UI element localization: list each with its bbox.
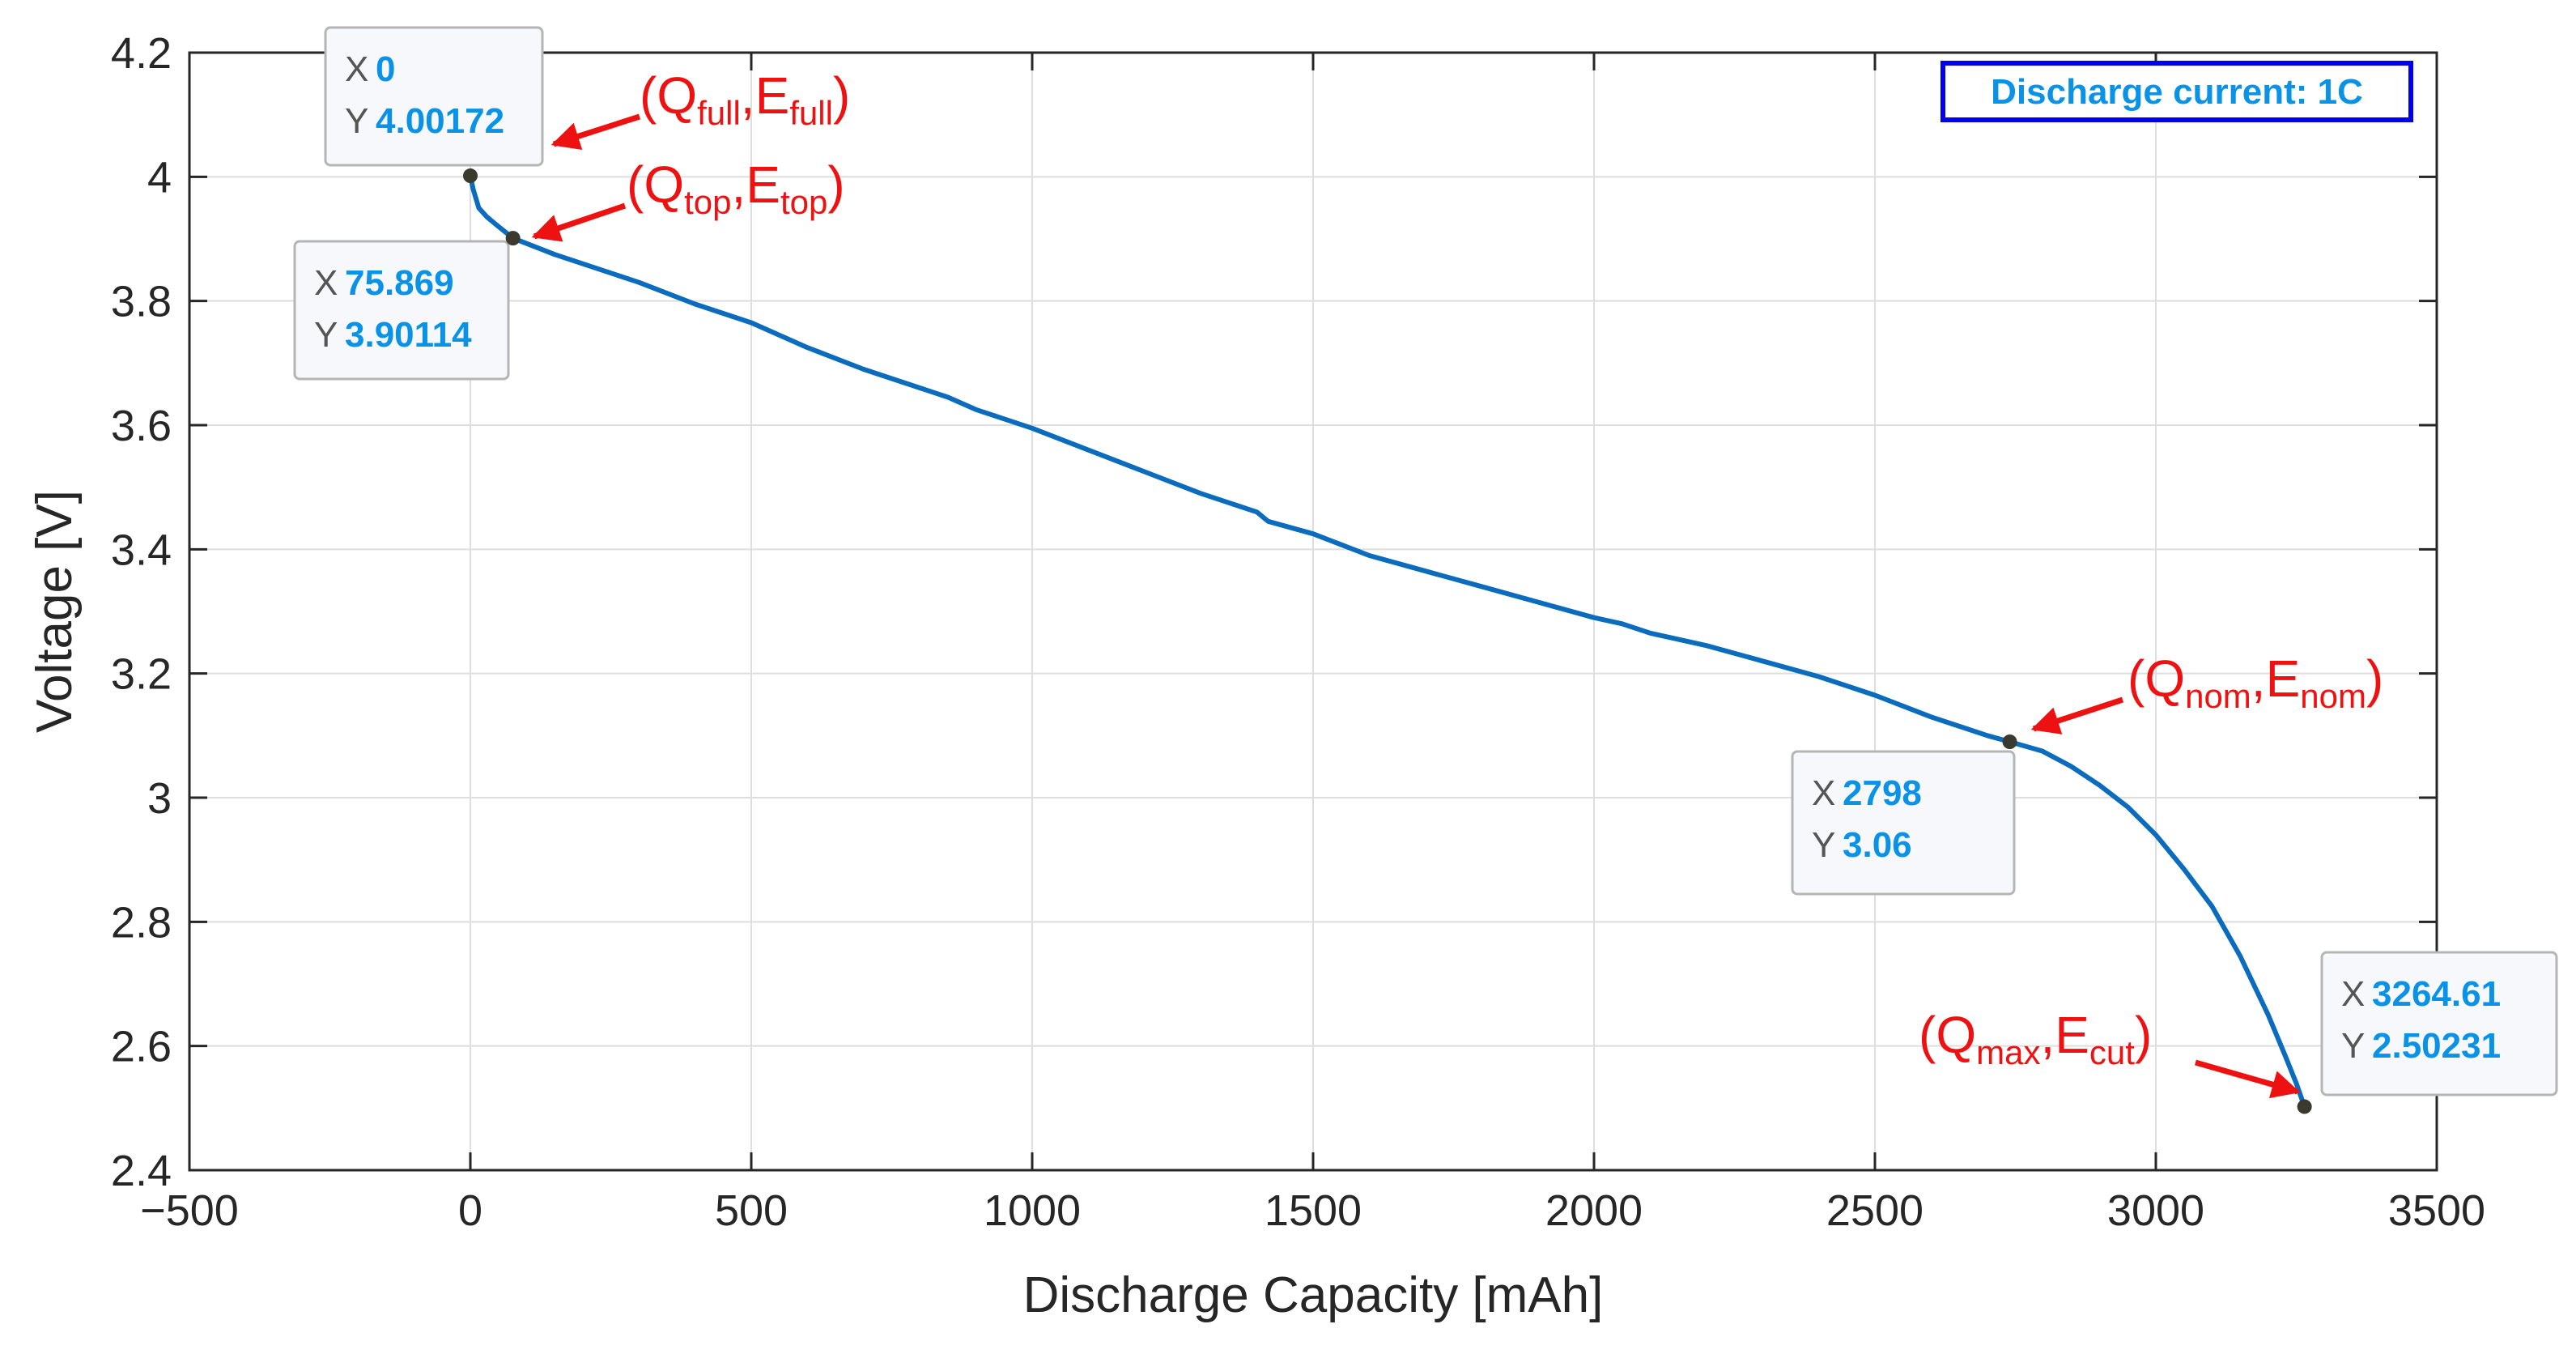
annotation-label: (Qtop,Etop) <box>627 155 845 221</box>
annotation-arrow <box>2030 696 2124 734</box>
annotation-text-part: ) <box>827 155 844 214</box>
x-tick-label: 3000 <box>2107 1186 2204 1235</box>
y-tick-label: 3.8 <box>111 278 172 326</box>
x-tick-label: 2500 <box>1826 1186 1923 1235</box>
annotation-text-part: (Q <box>627 155 684 214</box>
datatip-y-key: Y <box>314 315 338 355</box>
annotation-subscript: top <box>684 183 731 221</box>
datatip-y-key: Y <box>2341 1026 2365 1066</box>
datatip-x-key: X <box>314 263 338 303</box>
axis-ticks: −500 0 500 1000 1500 2000 2500 3000 3500 2.4 2.6 2.… <box>111 29 2485 1235</box>
datatip-y-value: 3.90114 <box>345 315 472 355</box>
datatip-box <box>293 240 510 381</box>
annotation-text-part: (Q <box>1919 1006 1976 1064</box>
datatip-x-key: X <box>1812 773 1835 813</box>
datatip-marker <box>2297 1099 2312 1114</box>
x-axis-title: Discharge Capacity [mAh] <box>1023 1267 1604 1323</box>
y-tick-label: 2.4 <box>111 1147 172 1195</box>
datatip-marker <box>505 231 521 246</box>
annotation-layer: (Qfull,Efull)(Qtop,Etop)(Qnom,Enom)(Qmax… <box>531 66 2383 1099</box>
legend-frame <box>1941 61 2413 122</box>
annotation-subscript: max <box>1976 1033 2040 1071</box>
y-tick-label: 3 <box>147 774 172 823</box>
datatip-y-value: 2.50231 <box>2372 1026 2501 1066</box>
datatip-x-key: X <box>2341 974 2365 1014</box>
y-tick-label: 3.2 <box>111 650 172 699</box>
legend-box: Discharge current: 1C <box>1941 61 2413 122</box>
annotation-label: (Qmax,Ecut) <box>1919 1006 2152 1071</box>
datatip-box <box>1791 750 2016 896</box>
y-tick-label: 2.6 <box>111 1023 172 1071</box>
annotation-subscript: top <box>780 183 827 221</box>
x-tick-label: −500 <box>140 1186 239 1235</box>
datatip-x-value: 0 <box>376 49 395 89</box>
series-line <box>468 173 2307 1109</box>
annotation-text-part: ,E <box>731 155 780 214</box>
annotation-text-part: ,E <box>2040 1006 2089 1064</box>
annotation-text-part: (Q <box>2128 649 2185 708</box>
datatip-y-value: 4.00172 <box>376 101 504 141</box>
y-tick-label: 2.8 <box>111 898 172 947</box>
y-tick-label: 4.2 <box>111 29 172 78</box>
y-axis-title: Voltage [V] <box>27 490 83 733</box>
datatip-x-value: 3264.61 <box>2372 974 2501 1014</box>
datatip-y-key: Y <box>345 101 368 141</box>
legend-text: Discharge current: 1C <box>1991 72 2363 112</box>
datatip-box <box>2320 951 2558 1096</box>
annotation-text-part: ) <box>2366 649 2383 708</box>
datatip-y-key: Y <box>1812 825 1835 865</box>
x-tick-label: 1000 <box>984 1186 1081 1235</box>
annotation-arrow <box>531 202 627 242</box>
x-tick-label: 1500 <box>1265 1186 1362 1235</box>
annotation-subscript: nom <box>2300 677 2366 715</box>
annotation-subscript: full <box>789 94 833 132</box>
datatip-x-value: 2798 <box>1843 773 1922 813</box>
annotation-subscript: nom <box>2185 677 2251 715</box>
x-tick-label: 3500 <box>2388 1186 2485 1235</box>
annotation-subscript: full <box>697 94 741 132</box>
series-layer <box>468 173 2307 1109</box>
annotation-label: (Qfull,Efull) <box>640 66 850 132</box>
datatip-marker <box>463 168 478 184</box>
annotation-arrow <box>550 113 641 151</box>
y-tick-label: 4 <box>147 153 172 202</box>
datatip-box <box>324 26 544 167</box>
annotation-text-part: ,E <box>2251 649 2300 708</box>
x-tick-label: 2000 <box>1545 1186 1643 1235</box>
annotation-label: (Qnom,Enom) <box>2128 649 2383 715</box>
annotation-arrow <box>2195 1059 2301 1099</box>
annotation-subscript: cut <box>2089 1033 2135 1071</box>
annotation-text-part: ) <box>2135 1006 2152 1064</box>
y-tick-label: 3.4 <box>111 526 172 574</box>
datatip-y-value: 3.06 <box>1843 825 1912 865</box>
annotation-text-part: (Q <box>640 66 697 125</box>
datatip-x-value: 75.869 <box>345 263 454 303</box>
x-tick-label: 500 <box>715 1186 788 1235</box>
datatip-marker <box>2002 734 2017 749</box>
annotation-text-part: ,E <box>741 66 789 125</box>
x-tick-label: 0 <box>458 1186 482 1235</box>
y-tick-label: 3.6 <box>111 402 172 450</box>
datatip-x-key: X <box>345 49 368 89</box>
annotation-text-part: ) <box>833 66 850 125</box>
